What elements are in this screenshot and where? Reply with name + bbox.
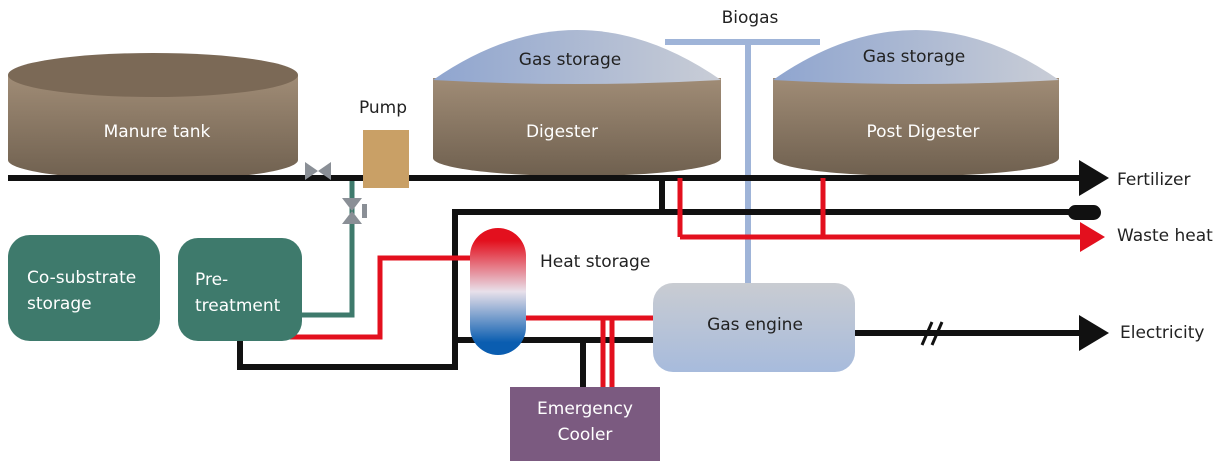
- label: Pre-: [195, 270, 228, 290]
- co-substrate-storage: [8, 235, 160, 341]
- label: Gas engine: [707, 315, 803, 335]
- label: Pump: [359, 98, 407, 118]
- label: Electricity: [1120, 323, 1204, 343]
- digester: [433, 30, 721, 176]
- manure-tank: [8, 53, 298, 180]
- label: Biogas: [722, 8, 779, 28]
- cable-mark: [920, 321, 944, 346]
- pre-treatment: [178, 238, 302, 341]
- label: Heat storage: [540, 252, 650, 272]
- label: treatment: [195, 296, 281, 316]
- heat-pipes: [290, 178, 826, 387]
- label: Fertilizer: [1117, 170, 1191, 190]
- pump: [363, 130, 409, 188]
- emergency-cooler: [510, 387, 660, 461]
- heat-storage: [470, 228, 526, 355]
- label: storage: [27, 294, 92, 314]
- pipe-cap: [1068, 205, 1101, 220]
- biogas-pipe: [665, 39, 820, 285]
- label: Gas storage: [519, 50, 621, 70]
- label: Post Digester: [866, 122, 979, 142]
- label: Co-substrate: [27, 268, 136, 288]
- label: Cooler: [558, 425, 613, 445]
- label: Emergency: [537, 399, 633, 419]
- label: Gas storage: [863, 47, 965, 67]
- label: Waste heat: [1117, 226, 1213, 246]
- valve: [305, 162, 367, 224]
- label: Manure tank: [104, 122, 211, 142]
- post-digester: [773, 30, 1059, 176]
- gas-engine: [653, 283, 855, 372]
- label: Digester: [526, 122, 598, 142]
